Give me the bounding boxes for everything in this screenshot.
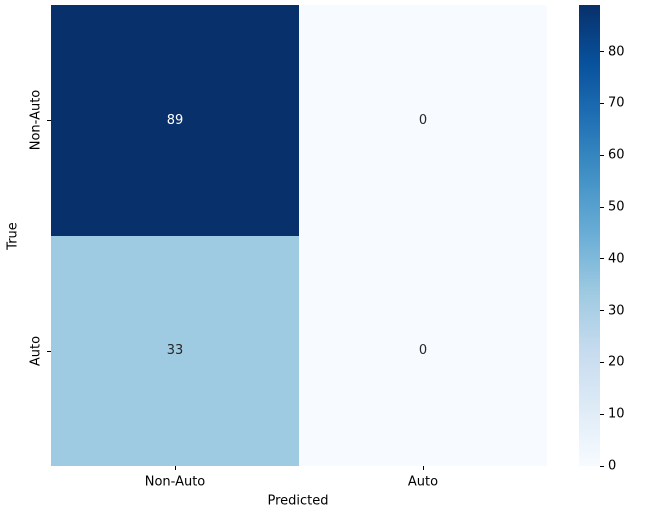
colorbar-tick-mark	[600, 154, 604, 156]
y-tick-label-nonauto: Non-Auto	[28, 89, 44, 151]
cell-annotation: 0	[418, 112, 428, 128]
colorbar-tick-label: 70	[608, 95, 625, 111]
y-tick-mark	[47, 120, 51, 121]
colorbar-tick-label: 10	[608, 406, 625, 422]
colorbar-tick-label: 30	[608, 303, 625, 319]
colorbar-tick-mark	[600, 361, 604, 363]
colorbar-gradient	[579, 5, 600, 466]
x-tick-label-nonauto: Non-Auto	[144, 474, 206, 490]
colorbar-tick-label: 40	[608, 251, 625, 267]
colorbar-tick-mark	[600, 465, 604, 467]
colorbar-tick-mark	[600, 258, 604, 260]
cell-annotation: 33	[166, 343, 184, 359]
y-axis-label: True	[5, 222, 21, 250]
colorbar-tick-mark	[600, 51, 604, 53]
y-tick-label-auto: Auto	[28, 335, 44, 367]
heatmap-axes: 89 0 33 0	[51, 5, 547, 466]
y-tick-mark	[47, 351, 51, 352]
heatmap-cell-true-nonauto-pred-auto: 0	[299, 5, 547, 236]
colorbar-tick-label: 50	[608, 199, 625, 215]
colorbar-tick-label: 60	[608, 147, 625, 163]
x-tick-mark	[175, 466, 176, 470]
heatmap-cell-true-auto-pred-nonauto: 33	[51, 235, 299, 466]
colorbar-ticks: 0 10 20 30 40 50 60 70 80	[600, 5, 647, 474]
x-tick-mark	[423, 466, 424, 470]
cell-annotation: 0	[418, 343, 428, 359]
heatmap-cell-true-nonauto-pred-nonauto: 89	[51, 5, 299, 236]
colorbar-tick-mark	[600, 206, 604, 208]
x-axis-label: Predicted	[267, 493, 329, 509]
colorbar-tick-mark	[600, 310, 604, 312]
colorbar-tick-mark	[600, 413, 604, 415]
colorbar-tick-label: 80	[608, 44, 625, 60]
colorbar-tick-label: 0	[608, 458, 617, 474]
colorbar-tick-mark	[600, 102, 604, 104]
heatmap-cell-true-auto-pred-auto: 0	[299, 235, 547, 466]
x-tick-label-auto: Auto	[407, 474, 439, 490]
cell-annotation: 89	[166, 112, 184, 128]
colorbar-tick-label: 20	[608, 354, 625, 370]
